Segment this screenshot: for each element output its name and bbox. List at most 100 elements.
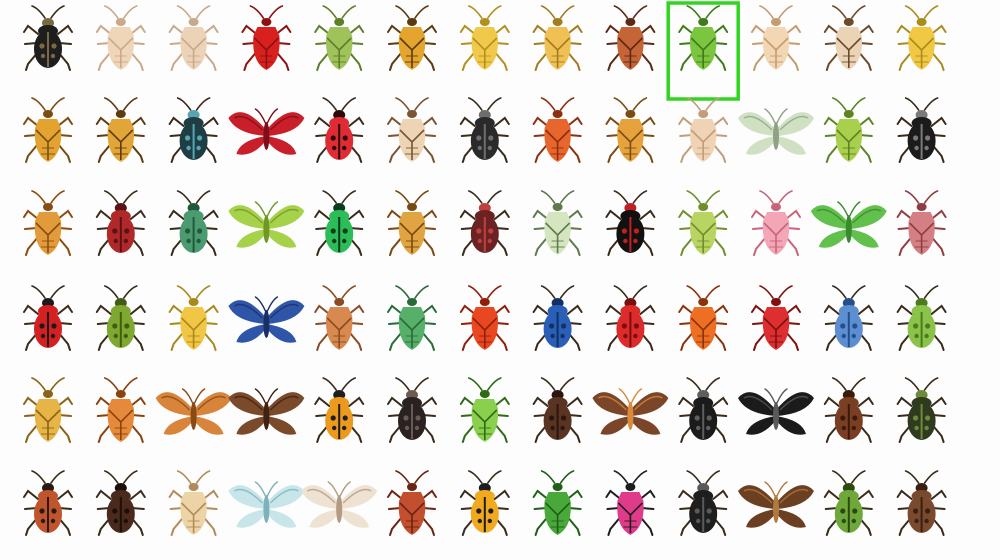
- insect-row-5-8[interactable]: [532, 377, 583, 443]
- bug-icon: [532, 97, 583, 163]
- insect-row-4-13[interactable]: [896, 285, 947, 351]
- insect-row-6-8[interactable]: [532, 470, 583, 536]
- insect-row-2-8[interactable]: [532, 97, 583, 163]
- insect-row-1-8[interactable]: [532, 5, 583, 71]
- insect-row-4-6[interactable]: [387, 285, 437, 351]
- insect-row-5-3[interactable]: [155, 388, 232, 435]
- insect-row-2-1[interactable]: [23, 97, 73, 163]
- insect-row-2-9[interactable]: [605, 97, 656, 163]
- insect-row-3-9[interactable]: [605, 190, 656, 256]
- insect-row-4-3[interactable]: [168, 285, 219, 351]
- beetle-icon: [605, 190, 656, 256]
- insect-row-5-12[interactable]: [823, 377, 874, 443]
- insect-row-3-6[interactable]: [387, 190, 437, 256]
- bug-icon: [896, 5, 947, 71]
- insect-row-5-5[interactable]: [314, 377, 365, 443]
- insect-row-1-12[interactable]: [823, 5, 874, 71]
- insect-row-5-9[interactable]: [592, 388, 669, 435]
- insect-row-5-1[interactable]: [23, 377, 73, 443]
- insect-row-2-5[interactable]: [314, 97, 365, 163]
- insect-row-2-13[interactable]: [896, 97, 947, 163]
- insect-row-3-2[interactable]: [95, 190, 146, 256]
- insect-row-2-12[interactable]: [823, 97, 874, 163]
- insect-row-5-13[interactable]: [896, 377, 947, 443]
- beetle-icon: [459, 470, 510, 536]
- insect-row-2-10[interactable]: [678, 97, 729, 163]
- beetle-icon: [896, 470, 947, 536]
- insect-row-5-2[interactable]: [95, 377, 146, 443]
- insect-row-4-12[interactable]: [823, 285, 874, 351]
- insect-row-1-2[interactable]: [95, 5, 146, 71]
- insect-row-4-7[interactable]: [459, 285, 510, 351]
- bug-icon: [678, 97, 729, 163]
- bug-icon: [387, 470, 437, 536]
- insect-row-6-7[interactable]: [459, 470, 510, 536]
- beetle-icon: [23, 285, 73, 351]
- insect-row-3-13[interactable]: [896, 190, 947, 256]
- insect-row-1-9[interactable]: [605, 5, 656, 71]
- insect-row-6-5[interactable]: [301, 481, 378, 528]
- bug-icon: [532, 5, 583, 71]
- insect-row-1-4[interactable]: [241, 5, 292, 71]
- moth-icon: [301, 481, 378, 528]
- moth-icon: [228, 296, 305, 343]
- insect-row-4-11[interactable]: [751, 285, 801, 351]
- insect-row-6-2[interactable]: [95, 470, 146, 536]
- insect-row-3-5[interactable]: [314, 190, 365, 256]
- bug-icon: [95, 97, 146, 163]
- insect-row-3-8[interactable]: [532, 190, 583, 256]
- insect-row-4-8[interactable]: [532, 285, 583, 351]
- insect-row-2-7[interactable]: [459, 97, 510, 163]
- insect-row-1-10[interactable]: [666, 1, 740, 101]
- insect-row-6-6[interactable]: [387, 470, 437, 536]
- bug-icon: [605, 470, 656, 536]
- beetle-icon: [168, 97, 219, 163]
- insect-row-1-5[interactable]: [314, 5, 365, 71]
- insect-row-6-13[interactable]: [896, 470, 947, 536]
- insect-row-4-2[interactable]: [95, 285, 146, 351]
- insect-row-6-10[interactable]: [678, 470, 729, 536]
- moth-icon: [228, 108, 305, 155]
- insect-row-1-7[interactable]: [459, 5, 510, 71]
- bug-icon: [459, 285, 510, 351]
- insect-row-3-3[interactable]: [168, 190, 219, 256]
- insect-row-1-3[interactable]: [168, 5, 219, 71]
- insect-row-4-5[interactable]: [314, 285, 365, 351]
- bug-icon: [314, 285, 365, 351]
- insect-row-1-11[interactable]: [751, 5, 801, 71]
- insect-row-2-2[interactable]: [95, 97, 146, 163]
- insect-row-5-6[interactable]: [387, 377, 437, 443]
- insect-row-1-1[interactable]: [23, 5, 73, 71]
- bug-icon: [387, 285, 437, 351]
- insect-row-5-4[interactable]: [228, 388, 305, 435]
- insect-row-6-11[interactable]: [738, 481, 814, 528]
- insect-row-6-12[interactable]: [823, 470, 874, 536]
- bug-icon: [605, 97, 656, 163]
- insect-row-3-12[interactable]: [810, 201, 887, 248]
- insect-row-1-13[interactable]: [896, 5, 947, 71]
- insect-row-5-11[interactable]: [738, 388, 814, 435]
- insect-row-2-11[interactable]: [738, 108, 814, 155]
- insect-row-3-10[interactable]: [678, 190, 729, 256]
- insect-row-3-4[interactable]: [228, 201, 305, 248]
- insect-row-3-11[interactable]: [751, 190, 801, 256]
- insect-row-3-1[interactable]: [23, 190, 73, 256]
- insect-row-5-10[interactable]: [678, 377, 729, 443]
- insect-row-3-7[interactable]: [459, 190, 510, 256]
- insect-row-4-9[interactable]: [605, 285, 656, 351]
- insect-row-2-4[interactable]: [228, 108, 305, 155]
- insect-row-4-4[interactable]: [228, 296, 305, 343]
- insect-row-6-4[interactable]: [228, 481, 305, 528]
- insect-row-6-1[interactable]: [23, 470, 73, 536]
- insect-row-2-3[interactable]: [168, 97, 219, 163]
- insect-row-5-7[interactable]: [459, 377, 510, 443]
- insect-row-6-3[interactable]: [168, 470, 219, 536]
- moth-icon: [810, 201, 887, 248]
- insect-row-6-9[interactable]: [605, 470, 656, 536]
- moth-icon: [592, 388, 669, 435]
- insect-row-2-6[interactable]: [387, 97, 437, 163]
- beetle-icon: [896, 285, 947, 351]
- insect-row-1-6[interactable]: [387, 5, 437, 71]
- insect-row-4-1[interactable]: [23, 285, 73, 351]
- insect-row-4-10[interactable]: [678, 285, 729, 351]
